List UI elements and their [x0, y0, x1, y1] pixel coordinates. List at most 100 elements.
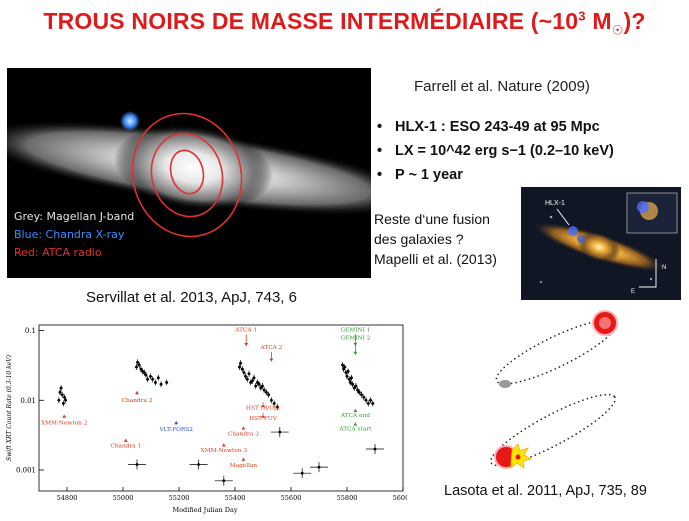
- data-point: [341, 363, 344, 367]
- data-point: [135, 365, 138, 369]
- data-point: [137, 363, 141, 367]
- annotation-arrowhead: [269, 358, 274, 362]
- data-point: [350, 376, 353, 380]
- y-tick-label: 0.1: [25, 327, 36, 335]
- slide-title: TROUS NOIRS DE MASSE INTERMÉDIAIRE (~103…: [43, 8, 646, 38]
- data-point: [270, 398, 273, 402]
- annotation-label: GEMINI 1: [340, 327, 370, 333]
- data-point: [142, 371, 146, 374]
- data-point: [354, 384, 358, 388]
- data-point: [63, 395, 66, 399]
- data-point: [242, 371, 246, 374]
- annotation-arrowhead: [241, 426, 246, 430]
- annotation-arrowhead: [353, 408, 358, 412]
- x-tick-label: 55200: [169, 494, 190, 502]
- data-point: [342, 367, 346, 371]
- data-point: [366, 402, 370, 405]
- orbit-2: [489, 393, 617, 467]
- compass-n: N: [662, 265, 666, 271]
- data-point: [222, 479, 226, 483]
- data-point: [369, 398, 372, 402]
- data-point: [250, 379, 254, 383]
- bullet-hlx1: • HLX-1 : ESO 243-49 at 95 Mpc: [377, 119, 600, 135]
- data-point: [300, 471, 304, 475]
- x-tick-label: 55800: [337, 494, 358, 502]
- x-tick-label: 56000: [393, 494, 407, 502]
- data-point: [254, 384, 258, 388]
- hlx1-color-image: HLX-1 N E: [521, 187, 681, 300]
- annotation-label: XMM-Newton 3: [201, 448, 248, 454]
- data-point: [345, 374, 349, 378]
- annotation-arrowhead: [241, 457, 246, 461]
- data-point: [144, 373, 148, 377]
- x-axis-label: Modified Julian Day: [172, 506, 237, 514]
- data-point: [348, 381, 352, 384]
- annotation-label: GEMINI 2: [340, 336, 370, 342]
- annotation-arrowhead: [244, 342, 249, 346]
- data-point: [261, 384, 264, 388]
- data-point: [344, 371, 348, 374]
- y-tick-label: 0.01: [20, 397, 36, 405]
- annotation-label: ATCA start: [338, 426, 372, 432]
- data-point: [151, 377, 155, 381]
- data-point: [149, 374, 152, 378]
- data-point: [360, 393, 363, 397]
- compass: [639, 259, 657, 288]
- black-hole-1: [499, 380, 511, 388]
- y-tick-label: 0.001: [16, 467, 36, 475]
- merger-line-1: Reste d‘une fusion: [374, 211, 490, 227]
- data-point: [154, 381, 157, 384]
- data-point: [245, 377, 249, 381]
- data-point: [275, 405, 279, 409]
- annotation-arrowhead: [221, 443, 226, 447]
- annotation-label: ATCA end: [340, 413, 370, 419]
- annotation-label: Chandra 1: [110, 444, 141, 450]
- legend-blue: Blue: Chandra X-ray: [14, 228, 125, 241]
- data-point: [267, 393, 270, 397]
- data-point: [357, 390, 361, 394]
- data-point: [371, 402, 375, 405]
- data-point: [356, 388, 360, 392]
- annotation-arrowhead: [123, 438, 128, 442]
- data-point: [362, 395, 366, 399]
- data-point: [165, 381, 169, 384]
- compass-e: E: [631, 289, 635, 295]
- data-point: [135, 463, 139, 466]
- x-tick-label: 55400: [225, 494, 246, 502]
- annotation-arrowhead: [353, 351, 358, 355]
- data-point: [343, 365, 347, 369]
- data-point: [159, 382, 163, 386]
- x-tick-label: 55600: [281, 494, 302, 502]
- annotation-arrowhead: [174, 421, 179, 425]
- data-point: [252, 376, 256, 380]
- data-point: [346, 369, 350, 373]
- data-point: [256, 381, 259, 384]
- data-point: [136, 360, 139, 364]
- orbit-diagram: [478, 302, 628, 474]
- data-point: [278, 430, 282, 434]
- bullet-period: • P ~ 1 year: [377, 167, 463, 183]
- data-point: [373, 447, 377, 451]
- data-point: [244, 374, 248, 378]
- legend-grey: Grey: Magellan J-band: [14, 210, 134, 223]
- annotation-arrowhead: [261, 414, 265, 418]
- data-point: [59, 386, 63, 390]
- data-point: [58, 390, 62, 394]
- data-point: [317, 465, 321, 469]
- y-axis-label: Swift XRT Count Rate (0.3-10 keV): [6, 354, 13, 461]
- data-point: [352, 386, 356, 390]
- light-curve-chart: 0.1 0.01 0.001 54800 55000 55200 55400 55600 55…: [3, 312, 413, 516]
- data-point: [57, 398, 61, 402]
- chandra-source: [120, 111, 140, 131]
- annotation-label: ATCA 1: [234, 327, 257, 333]
- data-point: [146, 377, 150, 381]
- merger-line-3: Mapelli et al. (2013): [374, 251, 497, 267]
- data-point: [272, 402, 276, 405]
- merger-line-2: des galaxies ?: [374, 231, 464, 247]
- servillat-reference: Servillat et al. 2013, ApJ, 743, 6: [86, 289, 297, 306]
- annotation-label: Magellan: [230, 463, 258, 469]
- legend-red: Red: ATCA radio: [14, 246, 102, 259]
- data-point: [262, 388, 266, 392]
- annotation-label: XMM-Newton 2: [41, 420, 88, 426]
- annotation-label: Chandra 2: [122, 398, 153, 404]
